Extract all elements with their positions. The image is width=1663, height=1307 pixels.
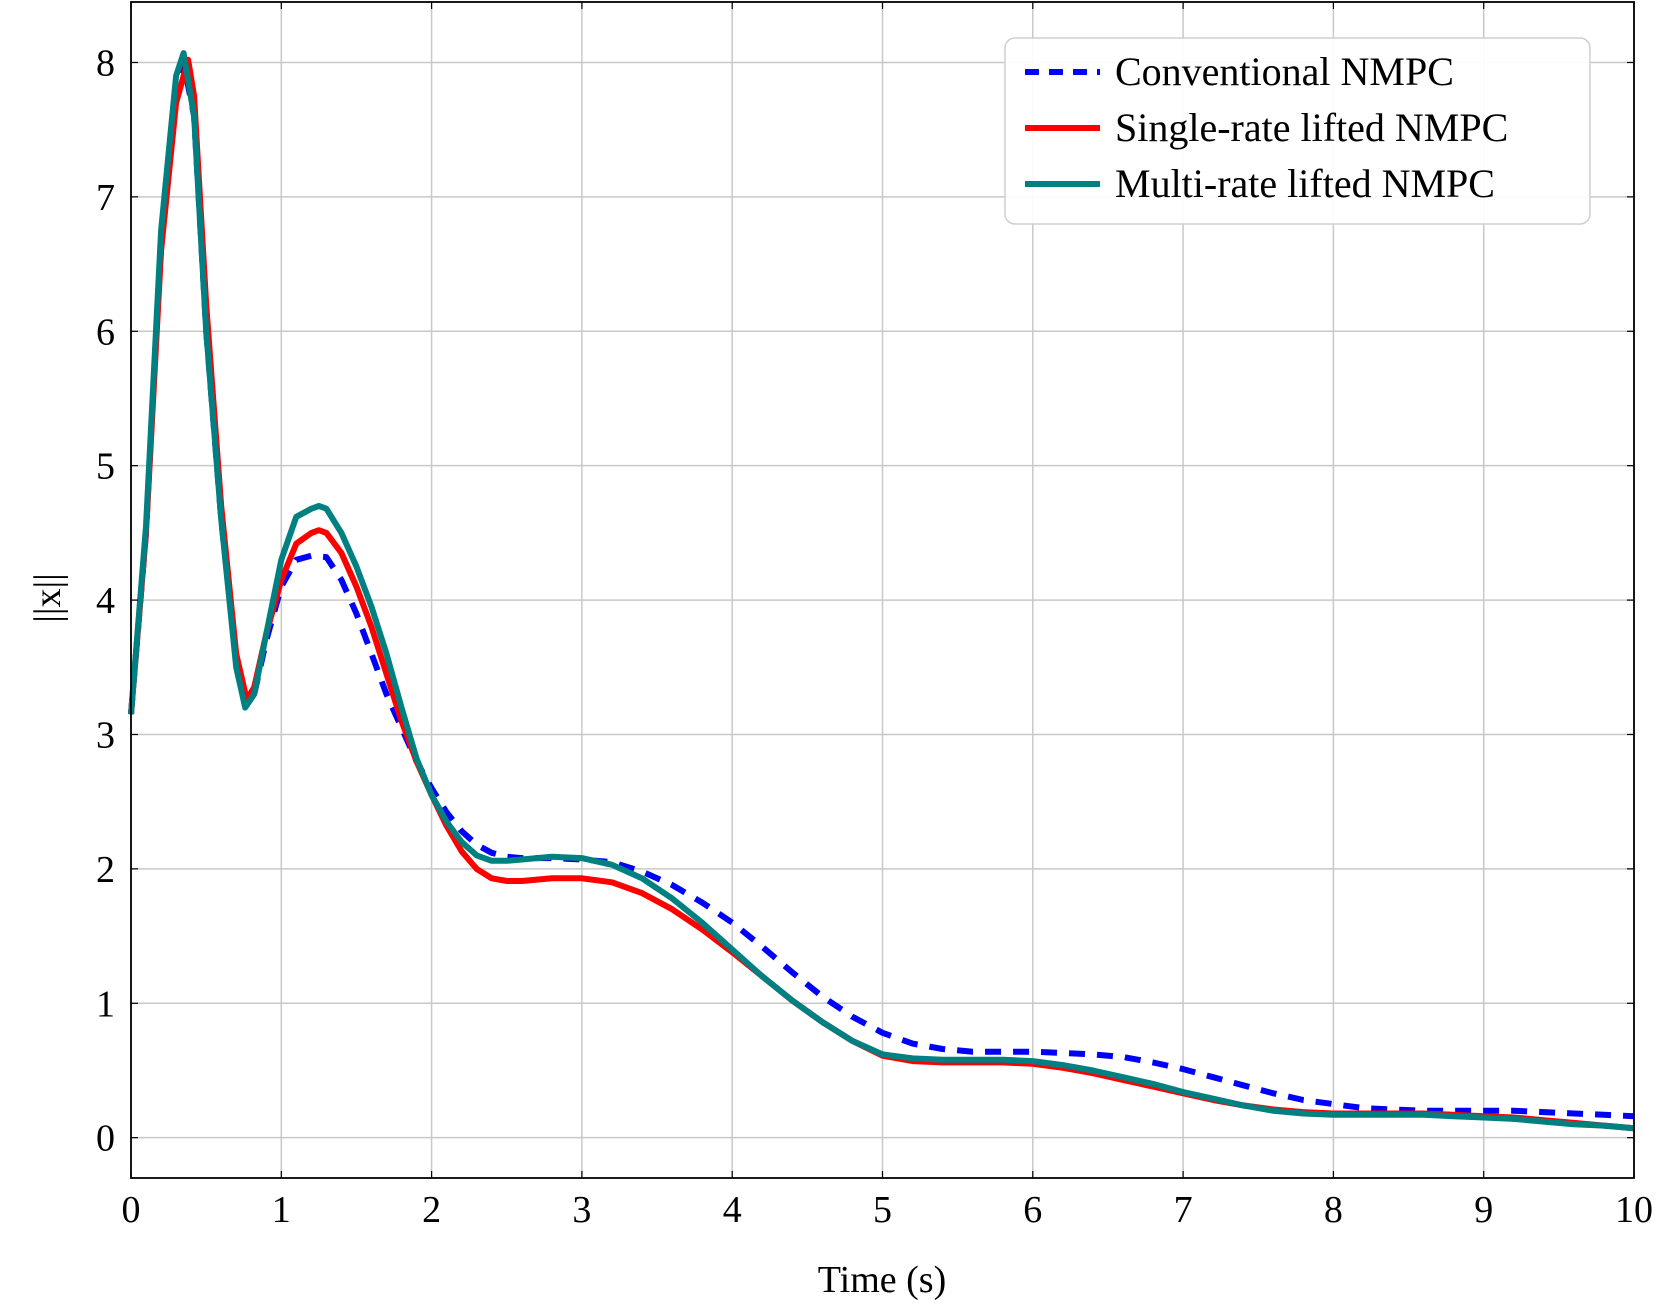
legend-label-1: Conventional NMPC	[1115, 49, 1454, 94]
legend-label-2: Single-rate lifted NMPC	[1115, 105, 1508, 150]
x-tick-label: 5	[873, 1189, 892, 1231]
legend-label-3: Multi-rate lifted NMPC	[1115, 161, 1495, 206]
x-axis-label: Time (s)	[818, 1259, 946, 1301]
y-tick-label: 3	[96, 714, 115, 756]
series-lines	[128, 50, 1635, 1132]
y-tick-label: 1	[96, 983, 115, 1025]
y-axis-label: ||x||	[27, 573, 69, 622]
legend: Conventional NMPC Single-rate lifted NMPC…	[1004, 37, 1591, 225]
y-tick-label: 6	[96, 311, 115, 353]
x-tick-label: 4	[723, 1189, 742, 1231]
x-tick-label: 6	[1023, 1189, 1042, 1231]
axes: 0 1 2 3 4 5 6 7 8 9 10 0 1 2 3 4 5 6 7 8	[96, 1, 1653, 1231]
x-tick-label: 3	[572, 1189, 591, 1231]
x-tick-label: 10	[1615, 1189, 1653, 1231]
y-tick-label: 4	[96, 580, 115, 622]
x-tick-label: 0	[122, 1189, 141, 1231]
x-tick-label: 9	[1474, 1189, 1493, 1231]
x-tick-label: 8	[1324, 1189, 1343, 1231]
x-tick-label: 1	[272, 1189, 291, 1231]
y-tick-label: 2	[96, 849, 115, 891]
y-tick-label: 5	[96, 446, 115, 488]
x-tick-label: 2	[422, 1189, 441, 1231]
series-line-1	[128, 59, 1635, 1120]
y-tick-label: 0	[96, 1118, 115, 1160]
plot-frame	[130, 1, 1635, 1179]
y-tick-label: 8	[96, 42, 115, 84]
x-tick-label: 7	[1174, 1189, 1193, 1231]
legend-box	[1004, 37, 1591, 225]
y-tick-label: 7	[96, 177, 115, 219]
series-line-3	[128, 50, 1635, 1132]
